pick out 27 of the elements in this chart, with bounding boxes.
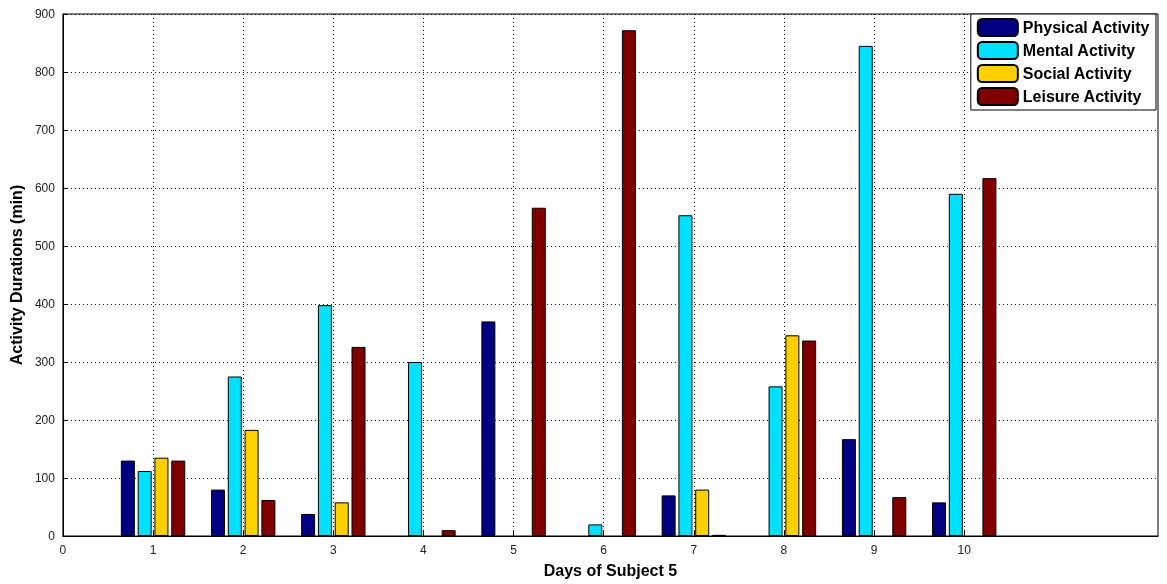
x-tick-label: 9 bbox=[870, 543, 878, 557]
y-axis-title: Activity Durations (min) bbox=[7, 184, 25, 366]
x-tick-label: 4 bbox=[420, 543, 428, 557]
y-tick-label: 600 bbox=[34, 181, 56, 195]
y-tick-label: 900 bbox=[34, 7, 56, 21]
legend-label: Leisure Activity bbox=[1022, 88, 1142, 105]
x-tick-label: 8 bbox=[780, 543, 788, 557]
x-axis-title: Days of Subject 5 bbox=[543, 561, 678, 579]
y-tick-label: 300 bbox=[34, 355, 56, 369]
y-tick-label: 800 bbox=[34, 65, 56, 79]
legend-label: Social Activity bbox=[1022, 65, 1132, 82]
x-tick-label: 6 bbox=[600, 543, 608, 557]
x-tick-label: 0 bbox=[59, 543, 67, 557]
y-tick-label: 700 bbox=[34, 123, 56, 137]
legend-label: Mental Activity bbox=[1022, 42, 1136, 59]
x-tick-label: 5 bbox=[510, 543, 518, 557]
x-tick-label: 7 bbox=[690, 543, 698, 557]
x-tick-label: 2 bbox=[239, 543, 247, 557]
x-tick-label: 10 bbox=[957, 543, 972, 557]
y-tick-label: 0 bbox=[48, 529, 56, 543]
x-tick-label: 3 bbox=[329, 543, 337, 557]
y-tick-label: 200 bbox=[34, 413, 56, 427]
x-tick-label: 1 bbox=[149, 543, 157, 557]
y-tick-label: 100 bbox=[34, 471, 56, 485]
legend-label: Physical Activity bbox=[1022, 19, 1150, 36]
y-tick-label: 500 bbox=[34, 239, 56, 253]
y-tick-label: 400 bbox=[34, 297, 56, 311]
